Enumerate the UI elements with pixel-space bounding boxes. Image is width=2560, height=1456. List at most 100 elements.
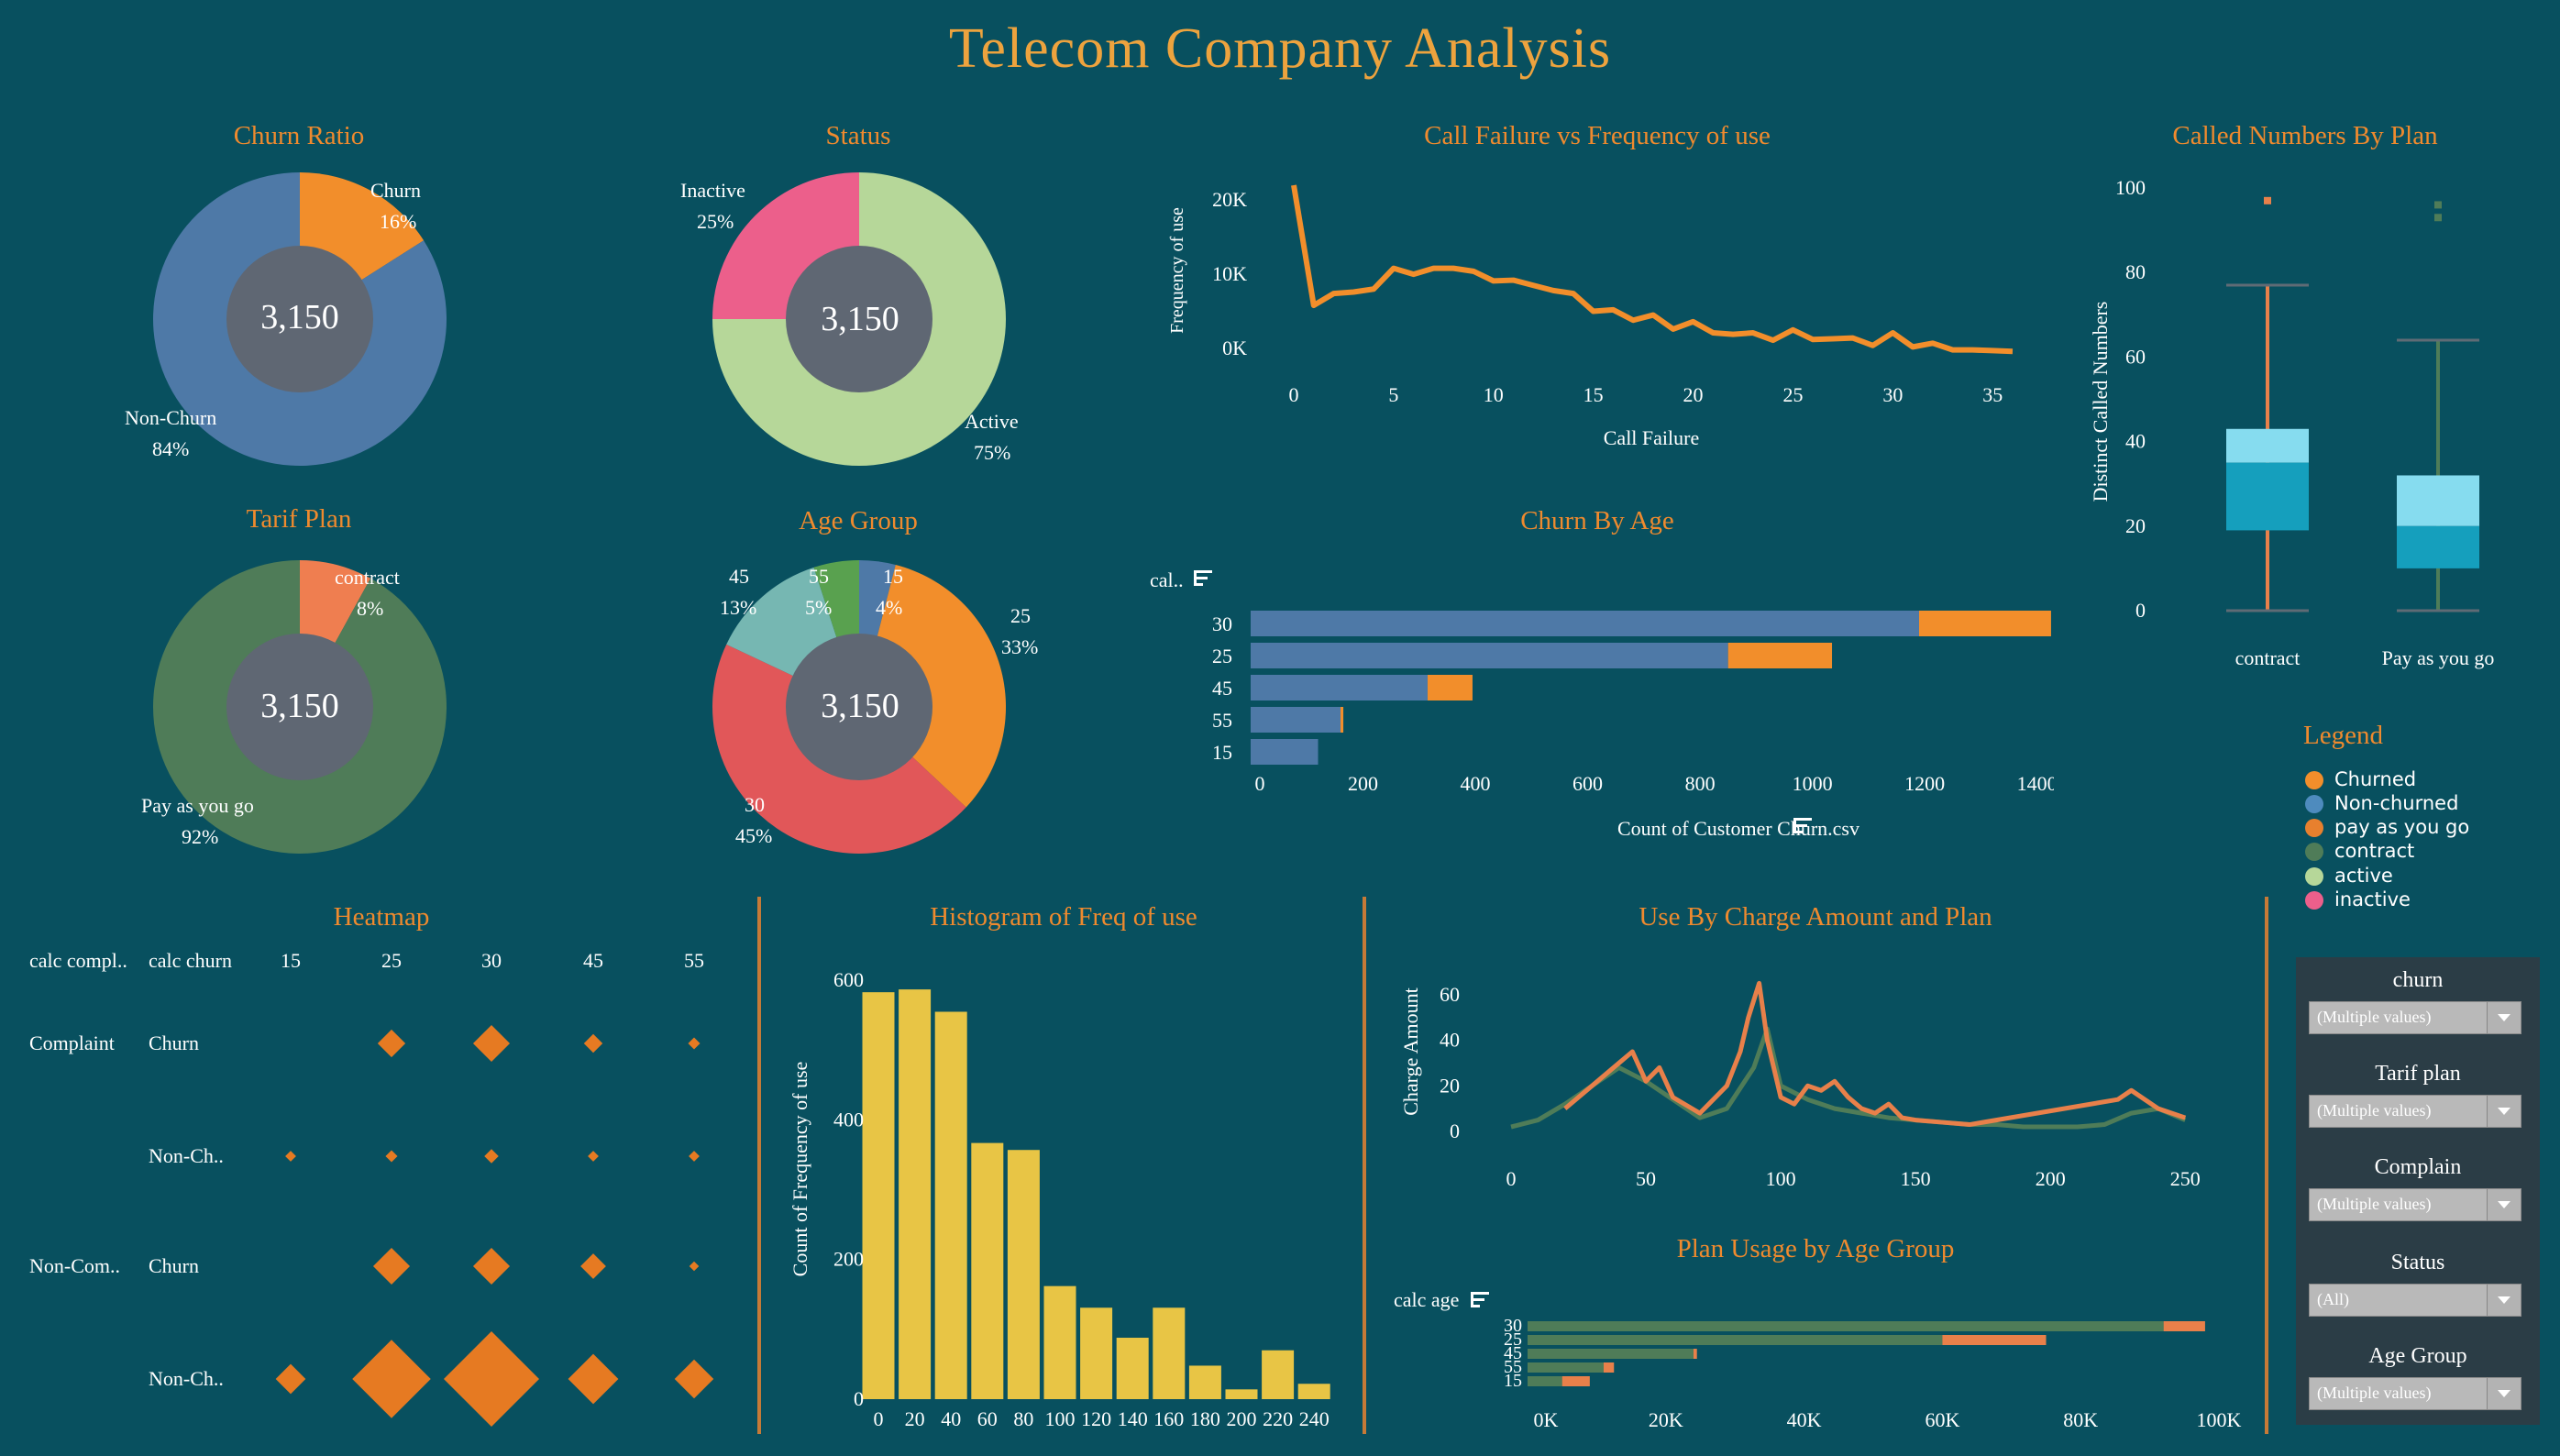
- box-upper: [2397, 475, 2479, 526]
- chevron-down-icon[interactable]: [2487, 1002, 2521, 1033]
- heatmap-mark: [472, 1247, 511, 1285]
- heatmap-mark: [674, 1359, 714, 1399]
- use-by-charge-ytick: 20: [1440, 1074, 1460, 1097]
- histogram-bar: [1007, 1150, 1040, 1399]
- chevron-down-icon[interactable]: [2487, 1096, 2521, 1127]
- use-by-charge-ytick: 60: [1440, 983, 1460, 1006]
- age-55-label: 55 5%: [805, 565, 833, 619]
- call-failure-xtick: 20: [1683, 383, 1704, 406]
- status-title: Status: [825, 121, 891, 150]
- call-failure-xtick: 30: [1882, 383, 1903, 406]
- complain-filter-dropdown[interactable]: (Multiple values): [2309, 1188, 2521, 1221]
- legend-swatch: [2305, 819, 2323, 837]
- plan-usage-bar-contract: [1528, 1376, 1562, 1386]
- chevron-down-icon[interactable]: [2487, 1285, 2521, 1316]
- histogram-bar: [862, 992, 895, 1399]
- call-failure-line: [1291, 184, 2014, 355]
- box-outlier: [2434, 201, 2442, 209]
- called-numbers-chart: 0 20 40 60 80 100 contract Pay as you go Distin…: [2091, 176, 2494, 669]
- histogram-xtick: 140: [1118, 1407, 1148, 1430]
- heatmap-title: Heatmap: [333, 902, 430, 932]
- status-filter-dropdown[interactable]: (All): [2309, 1284, 2521, 1317]
- churn-by-age-ytick: 30: [1212, 612, 1232, 635]
- filter-value: (Multiple values): [2317, 1101, 2432, 1120]
- heatmap-mark: [285, 1151, 296, 1162]
- call-failure-ytick: 10K: [1212, 262, 1247, 285]
- churn-by-age-bar-churned: [1727, 643, 1833, 668]
- histogram-xtick: 240: [1299, 1407, 1330, 1430]
- box-lower: [2226, 462, 2309, 531]
- heatmap-mark: [689, 1151, 700, 1162]
- non-churn-label: Non-Churn 84%: [125, 406, 217, 460]
- histogram-xtick: 180: [1190, 1407, 1220, 1430]
- heatmap-mark: [443, 1330, 540, 1428]
- plan-usage-ytick: 30: [1504, 1316, 1522, 1336]
- plan-usage-xtick: 20K: [1649, 1408, 1683, 1431]
- churn-by-age-xtick: 0: [1255, 772, 1265, 795]
- heatmap-column-header: 15: [281, 949, 301, 972]
- legend-item-churned: Churned: [2305, 768, 2416, 790]
- churn-filter-dropdown[interactable]: (Multiple values): [2309, 1001, 2521, 1034]
- tarif-plan-donut: [152, 560, 447, 854]
- churn-by-age-ytick: 55: [1212, 709, 1232, 732]
- use-by-charge-line-pay-as-you-go: [1563, 980, 2187, 1128]
- call-failure-ytick: 20K: [1212, 188, 1247, 211]
- contract-label: contract 8%: [335, 566, 400, 620]
- churn-by-age-bar-non-churned: [1251, 707, 1341, 733]
- plan-usage-bar-pay-as-you-go: [2163, 1321, 2205, 1331]
- chevron-down-icon[interactable]: [2487, 1378, 2521, 1409]
- plan-usage-bar-contract: [1528, 1349, 1694, 1359]
- filter-value: (All): [2317, 1290, 2349, 1308]
- call-failure-xtick: 5: [1388, 383, 1398, 406]
- called-numbers-title: Called Numbers By Plan: [2172, 121, 2438, 150]
- use-by-charge-chart: 0 20 40 60 0 50 100 150 200 250 Charge Amount: [1399, 980, 2201, 1190]
- legend-item-active: active: [2305, 865, 2393, 887]
- heatmap-row-churn: Non-Ch..: [149, 1367, 224, 1390]
- histogram-bar: [899, 989, 932, 1399]
- chevron-down-icon[interactable]: [2487, 1189, 2521, 1220]
- heatmap-row-group: Non-Com..: [29, 1254, 120, 1277]
- histogram-bar: [1188, 1365, 1221, 1399]
- legend-swatch: [2305, 771, 2323, 789]
- status-total: 3,150: [821, 300, 899, 338]
- heatmap-chart: calc compl.. calc churn 15 25 30 45 55 Complain…: [29, 949, 714, 1428]
- use-by-charge-xtick: 0: [1506, 1167, 1517, 1190]
- histogram-bar: [1262, 1350, 1295, 1399]
- donut-hole: [226, 246, 373, 392]
- histogram-xtick: 220: [1263, 1407, 1293, 1430]
- call-failure-chart: 0K 10K 20K 0 5 10 15 20 25 30 35 Call Failure Freq…: [1167, 184, 2014, 449]
- tarif-plan-filter-dropdown[interactable]: (Multiple values): [2309, 1095, 2521, 1128]
- legend-swatch: [2305, 891, 2323, 910]
- plan-usage-ytick: 45: [1504, 1343, 1522, 1363]
- plan-usage-title: Plan Usage by Age Group: [1676, 1234, 1955, 1263]
- histogram-ylabel: Count of Frequency of use: [789, 1062, 811, 1277]
- heatmap-column-header: 45: [583, 949, 603, 972]
- called-numbers-ytick: 100: [2115, 176, 2146, 199]
- heatmap-mark: [689, 1261, 700, 1272]
- histogram-bar: [1043, 1285, 1076, 1399]
- histogram-ytick: 400: [833, 1108, 864, 1131]
- box-lower: [2397, 525, 2479, 568]
- heatmap-mark: [568, 1353, 619, 1405]
- plan-usage-ytick: 25: [1504, 1329, 1522, 1350]
- age-group-donut: [712, 560, 1007, 855]
- plan-usage-bar-contract: [1528, 1335, 1943, 1345]
- use-by-charge-ylabel: Charge Amount: [1399, 987, 1422, 1116]
- call-failure-xtick: 35: [1982, 383, 2003, 406]
- churn-by-age-xtick: 1200: [1904, 772, 1945, 795]
- age-group-total: 3,150: [821, 687, 899, 725]
- heatmap-column-header: calc compl..: [29, 949, 127, 972]
- pay-as-you-go-label: Pay as you go 92%: [141, 794, 254, 848]
- plan-usage-xtick: 40K: [1787, 1408, 1822, 1431]
- age-group-filter-dropdown[interactable]: (Multiple values): [2309, 1377, 2521, 1410]
- sort-icon: [1194, 570, 1212, 586]
- churn-by-age-xtick: 800: [1685, 772, 1716, 795]
- churn-by-age-ytick: 25: [1212, 645, 1232, 667]
- heatmap-mark: [580, 1253, 606, 1279]
- plan-usage-xtick: 60K: [1925, 1408, 1959, 1431]
- churn-by-age-chart: 30 25 45 55 15 0 200 400 600 800 1000 1200 1400 cal.…: [1150, 568, 2054, 840]
- filter-label-churn: churn: [2392, 968, 2444, 992]
- churn-by-age-bar-churned: [1918, 611, 2051, 636]
